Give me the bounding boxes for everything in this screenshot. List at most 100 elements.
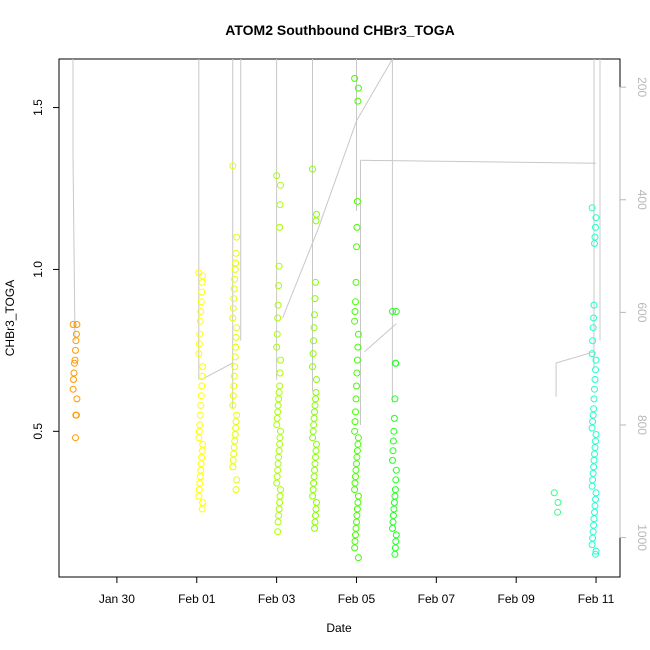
y-right-tick-label: 200: [635, 77, 649, 97]
data-point: [392, 531, 400, 539]
data-point: [232, 333, 240, 341]
data-point: [310, 421, 318, 429]
data-point: [276, 499, 284, 506]
data-point: [196, 473, 204, 481]
data-point: [591, 385, 598, 393]
data-point: [590, 463, 598, 471]
data-point: [591, 444, 599, 451]
data-point: [198, 372, 206, 380]
data-point: [198, 278, 206, 286]
data-point: [354, 343, 362, 351]
data-point: [231, 275, 239, 283]
data-point: [590, 515, 598, 523]
data-point: [391, 492, 399, 500]
data-point: [311, 311, 318, 319]
data-point: [390, 499, 398, 506]
data-point: [273, 421, 281, 429]
data-point: [354, 440, 362, 448]
data-point: [351, 308, 359, 315]
data-point: [196, 479, 204, 487]
data-point: [198, 288, 206, 296]
data-point: [309, 492, 317, 500]
data-point: [197, 308, 205, 315]
data-point: [353, 382, 360, 390]
data-point: [352, 298, 359, 306]
data-point: [592, 495, 599, 503]
data-point: [313, 440, 320, 448]
y-right-tick-label: 1000: [635, 524, 649, 551]
data-point: [354, 97, 362, 105]
data-point: [195, 340, 203, 348]
data-point: [353, 453, 361, 461]
data-point: [353, 197, 361, 205]
data-point: [310, 473, 318, 481]
data-point: [592, 547, 600, 555]
x-tick-label: Feb 03: [258, 592, 296, 606]
data-point: [311, 466, 318, 474]
data-point: [590, 314, 598, 322]
data-point: [276, 369, 284, 377]
data-point: [231, 431, 239, 438]
data-point: [391, 544, 399, 552]
data-point: [352, 408, 359, 416]
data-point: [195, 350, 203, 358]
data-point: [197, 298, 205, 306]
data-point: [70, 369, 78, 377]
data-point: [389, 518, 397, 526]
data-point: [276, 201, 284, 209]
data-point: [391, 550, 399, 558]
data-point: [353, 356, 361, 364]
data-point: [550, 489, 558, 497]
y-axis-right: 200 400 600 800 1000: [619, 77, 649, 551]
data-point: [353, 447, 361, 455]
data-point: [589, 337, 597, 345]
data-point: [311, 401, 319, 409]
points-layer: [69, 74, 600, 562]
data-point: [274, 401, 282, 409]
data-point: [274, 460, 282, 468]
data-point: [309, 486, 317, 494]
data-point: [351, 486, 359, 494]
data-point: [275, 512, 283, 519]
data-point: [354, 84, 362, 92]
data-point: [592, 550, 599, 558]
data-point: [198, 453, 206, 461]
data-point: [198, 505, 206, 513]
data-point: [231, 363, 239, 371]
data-point: [229, 392, 237, 400]
data-point: [275, 389, 283, 396]
data-point: [351, 537, 359, 545]
data-point: [196, 330, 204, 338]
data-point: [589, 534, 597, 542]
data-point: [274, 301, 282, 309]
data-point: [232, 486, 240, 494]
data-point: [589, 476, 597, 484]
data-point: [232, 418, 240, 426]
data-point: [392, 466, 400, 474]
data-point: [196, 317, 204, 325]
data-point: [195, 434, 203, 442]
y-right-tick-label: 400: [635, 190, 649, 210]
x-axis: Jan 30 Feb 01 Feb 03 Feb 05 Feb 07 Feb 09 Feb …: [99, 577, 615, 606]
data-point: [70, 376, 77, 383]
x-tick-label: Feb 05: [338, 592, 376, 606]
x-tick-label: Feb 09: [498, 592, 536, 606]
data-point: [389, 524, 396, 532]
data-point: [276, 440, 284, 448]
data-point: [391, 486, 399, 494]
data-point: [199, 363, 207, 371]
data-point: [352, 466, 360, 474]
data-point: [311, 460, 319, 468]
data-point: [353, 243, 360, 251]
data-point: [591, 240, 598, 247]
data-point: [229, 162, 237, 170]
data-point: [592, 223, 599, 231]
data-point: [72, 434, 79, 442]
data-point: [197, 401, 205, 409]
data-point: [312, 278, 319, 286]
data-point: [274, 528, 282, 536]
data-point: [276, 382, 284, 390]
data-point: [354, 554, 362, 562]
data-point: [392, 537, 400, 545]
data-point: [310, 337, 318, 345]
